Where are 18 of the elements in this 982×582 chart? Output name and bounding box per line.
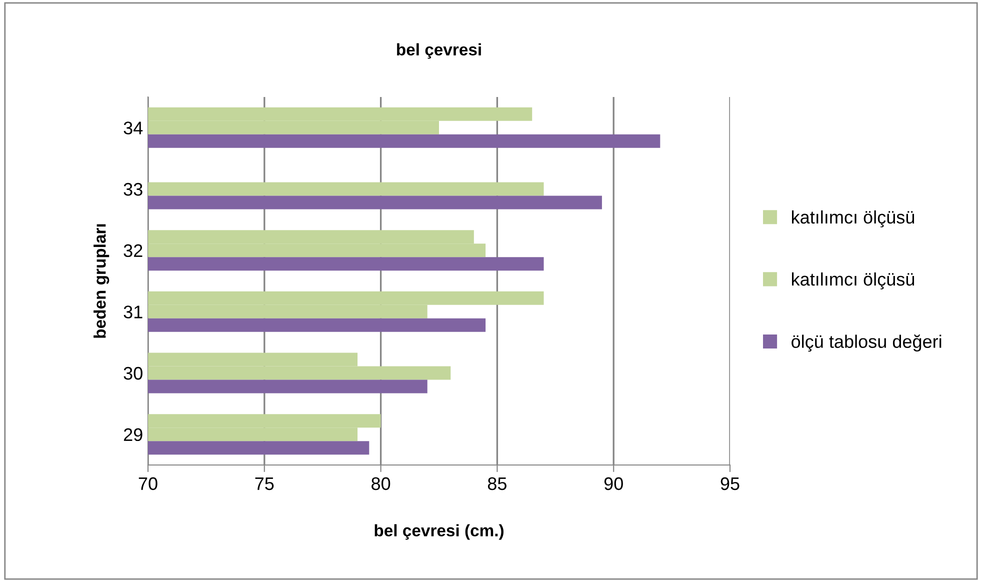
x-tick-label: 80 <box>372 477 390 490</box>
y-tick-label: 29 <box>124 428 142 442</box>
y-tick-label: 32 <box>124 244 142 258</box>
y-tick-label: 34 <box>124 122 143 134</box>
x-axis-title: bel çevresi (cm.) <box>374 524 504 540</box>
y-axis-title: beden grupları <box>94 224 110 338</box>
legend-label: katılımcı ölçüsü <box>792 210 914 228</box>
y-tick-label: 33 <box>124 182 142 196</box>
y-tick-label: 30 <box>124 366 142 380</box>
x-tick-label: 85 <box>488 477 506 490</box>
x-tick-label: 70 <box>138 477 158 490</box>
chart-title: bel çevresi <box>397 43 481 59</box>
legend-label: katılımcı ölçüsü <box>792 272 914 290</box>
legend-label: ölçü tablosu değeri <box>792 334 942 352</box>
x-tick-label: 75 <box>255 477 274 490</box>
y-tick-label: 31 <box>124 306 142 318</box>
x-tick-label: 90 <box>604 477 623 490</box>
x-tick-label: 95 <box>720 477 740 490</box>
